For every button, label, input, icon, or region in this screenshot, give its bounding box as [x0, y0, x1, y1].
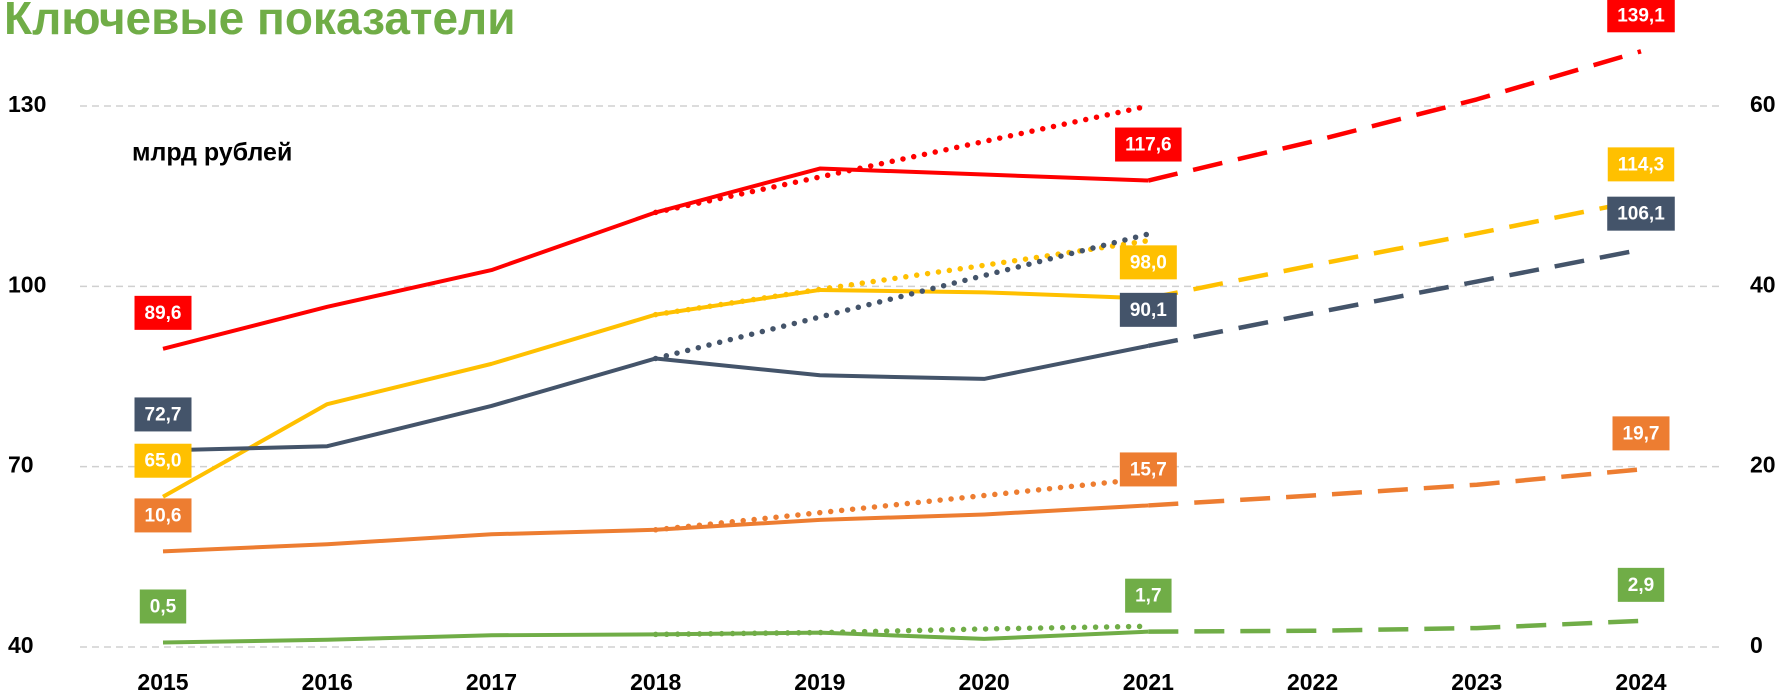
series-line [162, 343, 1149, 453]
y-tick-label: 130 [8, 91, 46, 117]
x-tick-label: 2016 [302, 669, 353, 695]
y-tick-label: 100 [8, 271, 46, 297]
value-label: 1,7 [1135, 586, 1161, 607]
series-line [652, 475, 1152, 533]
value-label-box [1125, 578, 1172, 613]
value-label-box [1119, 292, 1177, 327]
x-tick-label: 2019 [794, 669, 845, 695]
value-label-box [134, 295, 192, 330]
value-label-box [1119, 452, 1177, 487]
series-line [652, 237, 1152, 318]
value-label: 139,1 [1617, 5, 1665, 26]
value-label-box [139, 589, 187, 624]
y2-tick-label: 40 [1750, 271, 1776, 297]
y-tick-label: 40 [8, 632, 34, 658]
x-tick-label: 2020 [959, 669, 1010, 695]
value-label: 106,1 [1617, 204, 1665, 225]
value-label: 15,7 [1130, 459, 1167, 480]
x-tick-label: 2017 [466, 669, 517, 695]
value-label: 98,0 [1130, 252, 1167, 273]
value-label: 89,6 [145, 303, 182, 324]
annotation: млрд рублей [132, 139, 292, 167]
y-tick-label: 70 [8, 452, 34, 478]
series-line [1148, 618, 1642, 634]
series-line [652, 231, 1152, 362]
value-label: 114,3 [1618, 154, 1665, 175]
value-label-box [1612, 416, 1670, 451]
value-label-box [1607, 0, 1675, 33]
value-label-box [134, 498, 192, 533]
value-label-box [1119, 245, 1177, 280]
x-tick-label: 2015 [137, 669, 188, 695]
value-label-box [1607, 147, 1675, 182]
value-label: 2,9 [1628, 575, 1654, 596]
value-label: 117,6 [1125, 135, 1172, 156]
series-line [1147, 198, 1642, 301]
series-line [162, 166, 1149, 351]
value-label: 65,0 [145, 451, 182, 472]
value-label-box [1115, 127, 1182, 162]
x-tick-label: 2024 [1615, 669, 1666, 695]
series-line [1147, 247, 1642, 349]
value-label-box [134, 443, 192, 478]
y2-tick-label: 60 [1750, 91, 1776, 117]
series-line [1148, 467, 1642, 508]
value-label-box [1617, 567, 1665, 602]
x-tick-label: 2018 [630, 669, 681, 695]
series-line [652, 103, 1152, 216]
x-tick-label: 2023 [1451, 669, 1502, 695]
value-label: 72,7 [145, 404, 182, 425]
value-label: 10,6 [145, 505, 182, 526]
value-label: 19,7 [1623, 423, 1660, 444]
y2-tick-label: 0 [1750, 632, 1763, 658]
value-label: 0,5 [150, 597, 177, 618]
x-tick-label: 2021 [1123, 669, 1174, 695]
chart-title: Ключевые показатели [4, 0, 516, 44]
series-line [1147, 49, 1642, 183]
value-label-box [1607, 196, 1675, 231]
value-label-box [134, 397, 192, 432]
x-tick-label: 2022 [1287, 669, 1338, 695]
value-label: 90,1 [1130, 300, 1167, 321]
series-line [162, 287, 1149, 499]
y2-tick-label: 20 [1750, 452, 1776, 478]
